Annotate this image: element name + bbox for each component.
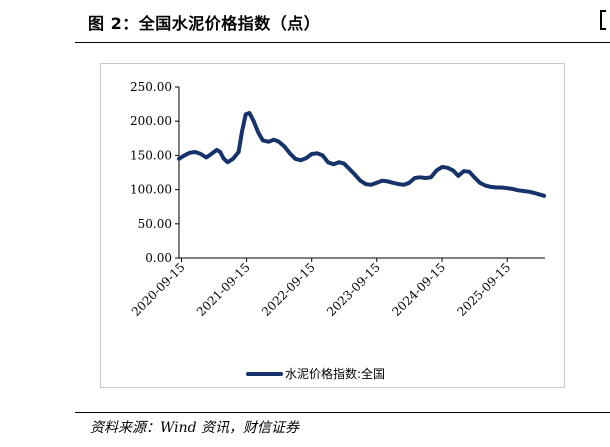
x-tick-label: 2020-09-15 bbox=[129, 260, 188, 319]
y-tick-label: 150.00 bbox=[130, 148, 172, 162]
y-tick-label: 250.00 bbox=[130, 80, 172, 94]
series-line-1 bbox=[177, 111, 547, 198]
x-tick-label: 2023-09-15 bbox=[324, 260, 383, 319]
chart-frame: 0.00 50.00 100.00 150.00 200.00 250.00 2020-0… bbox=[100, 63, 565, 388]
title-rule bbox=[75, 42, 610, 43]
x-tick-label: 2022-09-15 bbox=[259, 260, 318, 319]
x-tick-label: 2021-09-15 bbox=[194, 260, 253, 319]
y-tick-label: 50.00 bbox=[138, 217, 172, 231]
x-tick-label: 2025-09-15 bbox=[454, 260, 513, 319]
legend: 水泥价格指数:全国 bbox=[246, 366, 385, 381]
y-tick-label: 200.00 bbox=[130, 114, 172, 128]
cement-price-index-chart: 0.00 50.00 100.00 150.00 200.00 250.00 2020-0… bbox=[129, 80, 547, 381]
axes bbox=[175, 86, 545, 262]
legend-entry-label: 水泥价格指数:全国 bbox=[285, 366, 385, 381]
y-tick-label: 0.00 bbox=[145, 251, 172, 265]
source-rule bbox=[75, 412, 610, 413]
page-corner-mark bbox=[600, 10, 606, 30]
y-tick-label: 100.00 bbox=[130, 183, 172, 197]
x-tick-labels: 2020-09-15 2021-09-15 2022-09-15 2023-09-15… bbox=[129, 260, 514, 319]
y-tick-labels: 0.00 50.00 100.00 150.00 200.00 250.00 bbox=[130, 80, 172, 265]
x-tick-label: 2024-09-15 bbox=[389, 260, 448, 319]
series-layer bbox=[177, 111, 547, 198]
source-note: 资料来源：Wind 资讯，财信证券 bbox=[90, 420, 300, 436]
figure-title: 图 2：全国水泥价格指数（点） bbox=[88, 14, 321, 33]
